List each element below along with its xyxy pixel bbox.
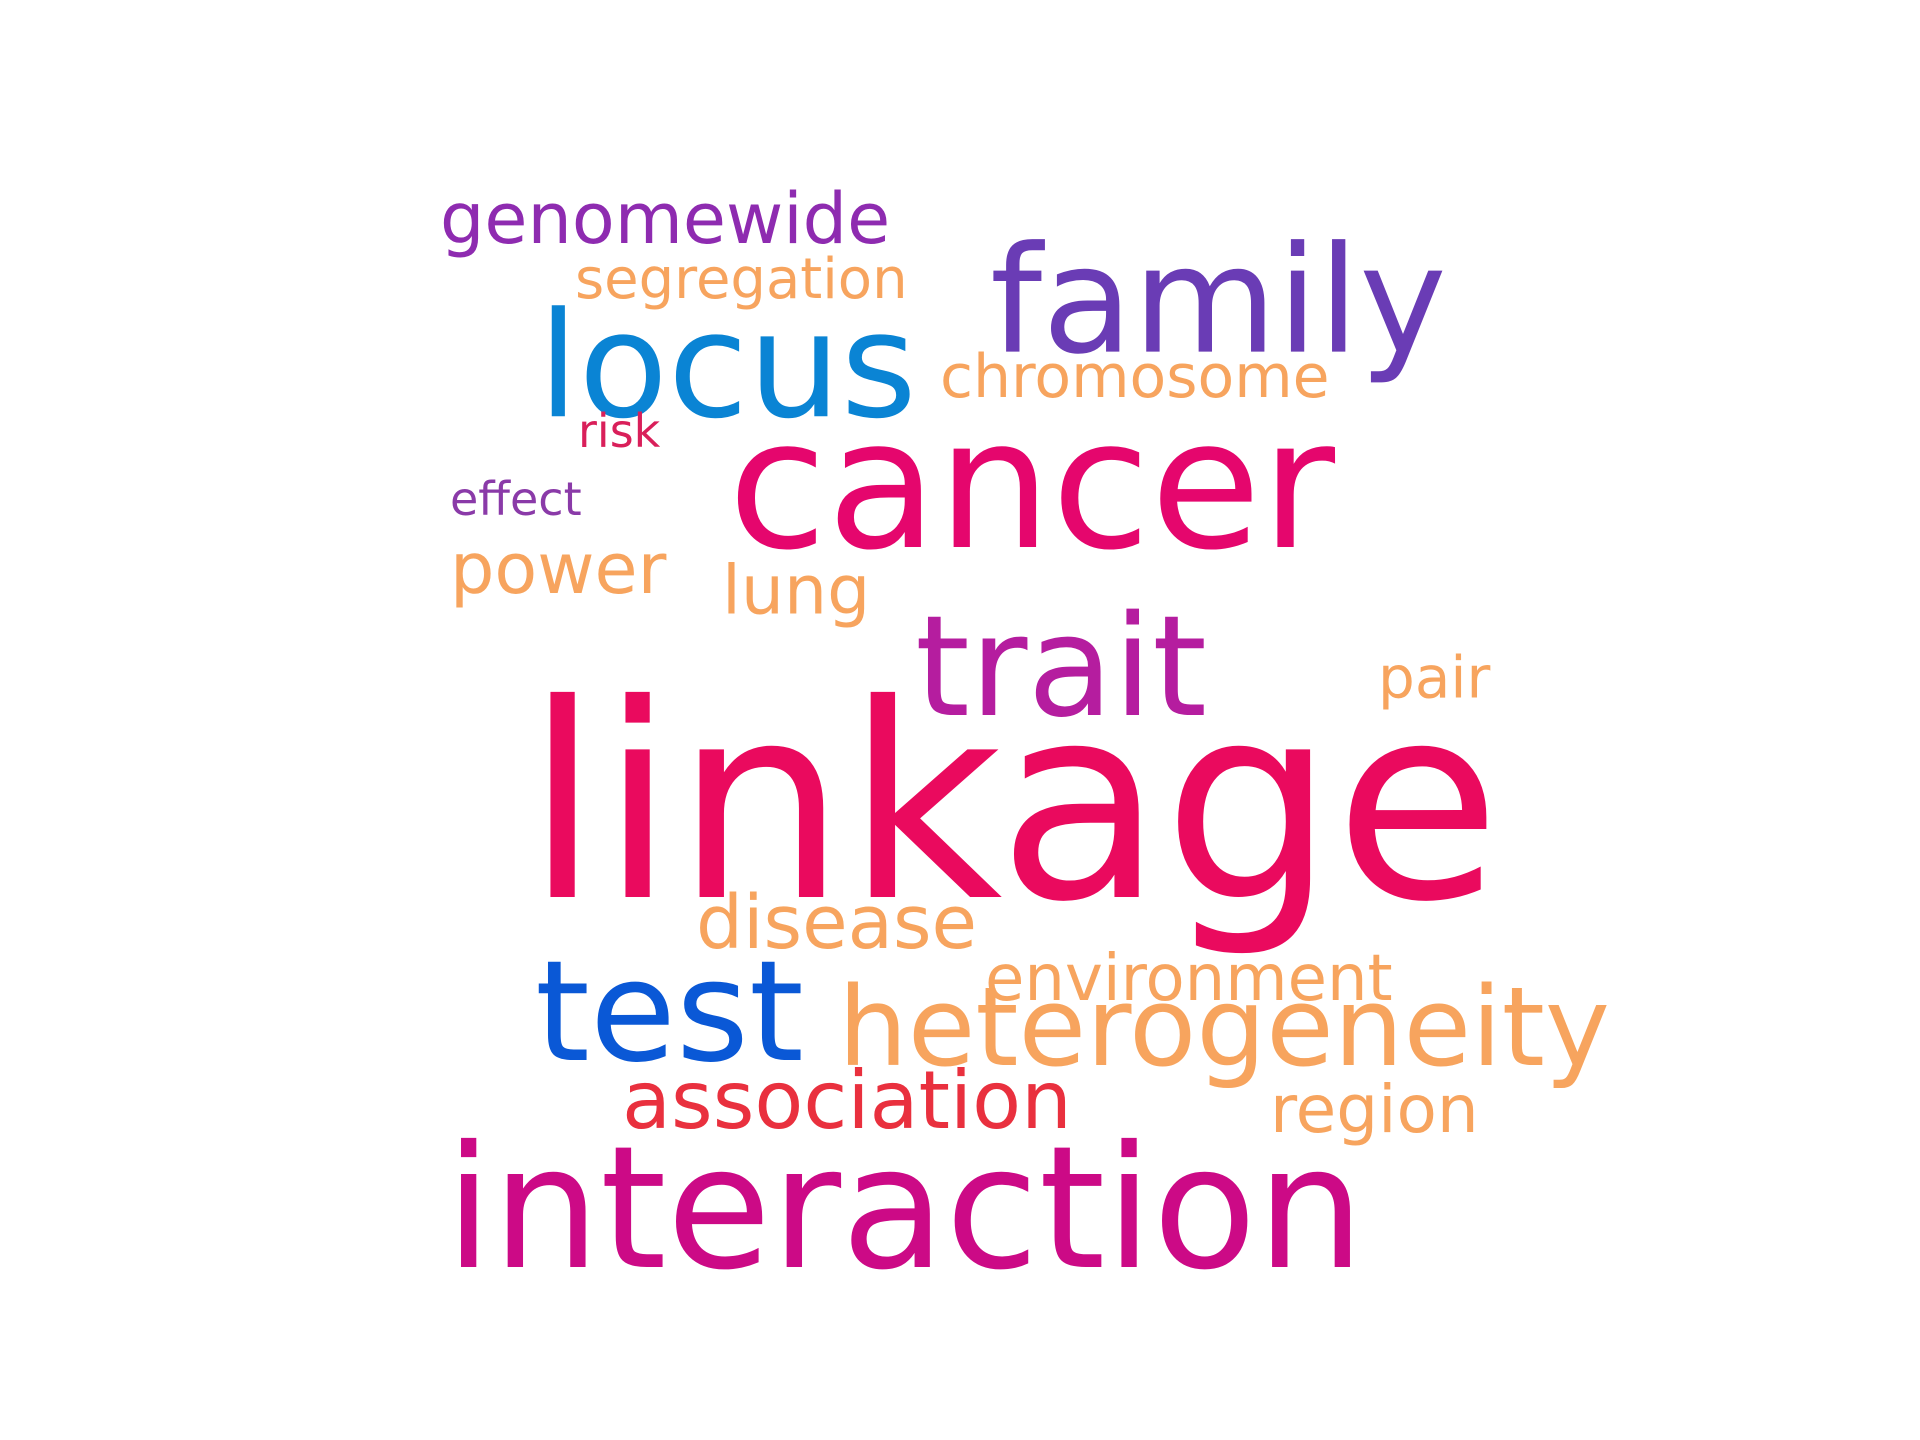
word-test: test: [535, 931, 804, 1094]
word-linkage: linkage: [525, 646, 1501, 961]
word-cancer: cancer: [728, 381, 1336, 590]
word-family: family: [990, 214, 1447, 387]
word-effect: effect: [450, 472, 582, 527]
word-region: region: [1270, 1071, 1479, 1149]
word-association: association: [622, 1054, 1072, 1147]
word-disease: disease: [696, 879, 978, 966]
word-trait: trait: [915, 586, 1208, 749]
word-power: power: [450, 528, 667, 610]
word-heterogeneity: heterogeneity: [838, 963, 1610, 1091]
word-environment: environment: [985, 941, 1393, 1016]
word-genomewide: genomewide: [440, 178, 891, 260]
word-risk: risk: [578, 404, 661, 459]
word-interaction: interaction: [445, 1110, 1365, 1308]
word-chromosome: chromosome: [940, 342, 1330, 412]
word-locus: locus: [538, 281, 917, 452]
word-lung: lung: [722, 551, 871, 631]
word-pair: pair: [1378, 643, 1491, 712]
word-segregation: segregation: [575, 247, 908, 313]
